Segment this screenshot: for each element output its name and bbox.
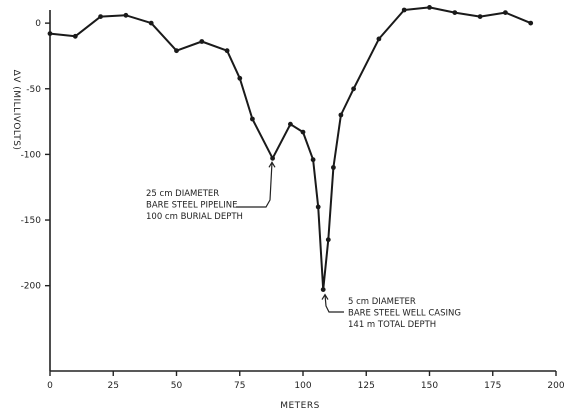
- x-tick-label: 25: [108, 381, 119, 391]
- annotation-text: 5 cm DIAMETER: [348, 297, 416, 307]
- data-point: [503, 10, 508, 16]
- annotation-text: BARE STEEL WELL CASING: [348, 309, 461, 319]
- x-tick-label: 75: [234, 381, 245, 391]
- annotation-text: 25 cm DIAMETER: [146, 189, 219, 199]
- annotation-text: 141 m TOTAL DEPTH: [348, 320, 436, 330]
- data-point: [338, 112, 344, 118]
- series-line: [49, 6, 532, 291]
- data-point: [72, 33, 78, 39]
- axes: [49, 10, 556, 372]
- data-point: [288, 121, 293, 127]
- x-tick-label: 150: [421, 381, 438, 391]
- data-point: [250, 116, 255, 122]
- data-point: [477, 14, 483, 19]
- data-point: [452, 10, 458, 16]
- y-axis-title: ΔV (MILLIVOLTS): [11, 70, 21, 151]
- x-tick-label: 100: [294, 381, 311, 391]
- annotation-leader: [324, 294, 344, 313]
- data-point: [427, 5, 432, 10]
- data-point: [300, 129, 306, 135]
- data-point: [528, 20, 534, 26]
- y-tick-label: -50: [26, 85, 41, 95]
- data-point: [325, 237, 331, 243]
- data-point: [199, 39, 205, 44]
- series: [47, 5, 534, 292]
- data-point: [174, 48, 179, 54]
- x-tick-label: 50: [171, 381, 183, 391]
- y-tick-label: 0: [35, 19, 41, 29]
- annotation-text: BARE STEEL PIPELINE: [146, 201, 238, 211]
- data-point: [270, 155, 275, 161]
- x-tick-label: 125: [358, 381, 375, 391]
- data-point: [310, 157, 316, 163]
- annotation-arrowhead: [321, 293, 329, 300]
- y-tick-label: -200: [21, 282, 42, 292]
- annotation-leader: [236, 162, 273, 208]
- data-point: [237, 75, 243, 81]
- data-point: [320, 287, 326, 292]
- x-tick-label: 0: [47, 381, 53, 391]
- data-point: [98, 14, 103, 19]
- data-point: [315, 204, 321, 210]
- data-point: [331, 165, 336, 170]
- data-point: [401, 7, 407, 13]
- x-axis-title: METERS: [280, 401, 320, 411]
- y-tick-label: -100: [21, 150, 42, 160]
- x-tick-label: 175: [484, 381, 501, 391]
- annotation-text: 100 cm BURIAL DEPTH: [146, 212, 243, 222]
- x-tick-label: 200: [547, 381, 564, 391]
- annotation-arrowhead: [268, 161, 276, 168]
- data-point: [148, 20, 154, 26]
- y-tick-label: -150: [21, 216, 42, 226]
- data-point: [224, 48, 230, 54]
- data-point: [123, 12, 129, 18]
- data-point: [376, 36, 382, 42]
- ticks: 0 25 50 75 100 125 150 175 200 0 -50 -100 -150 -200: [21, 19, 565, 391]
- data-point: [351, 86, 356, 92]
- data-point: [47, 31, 53, 36]
